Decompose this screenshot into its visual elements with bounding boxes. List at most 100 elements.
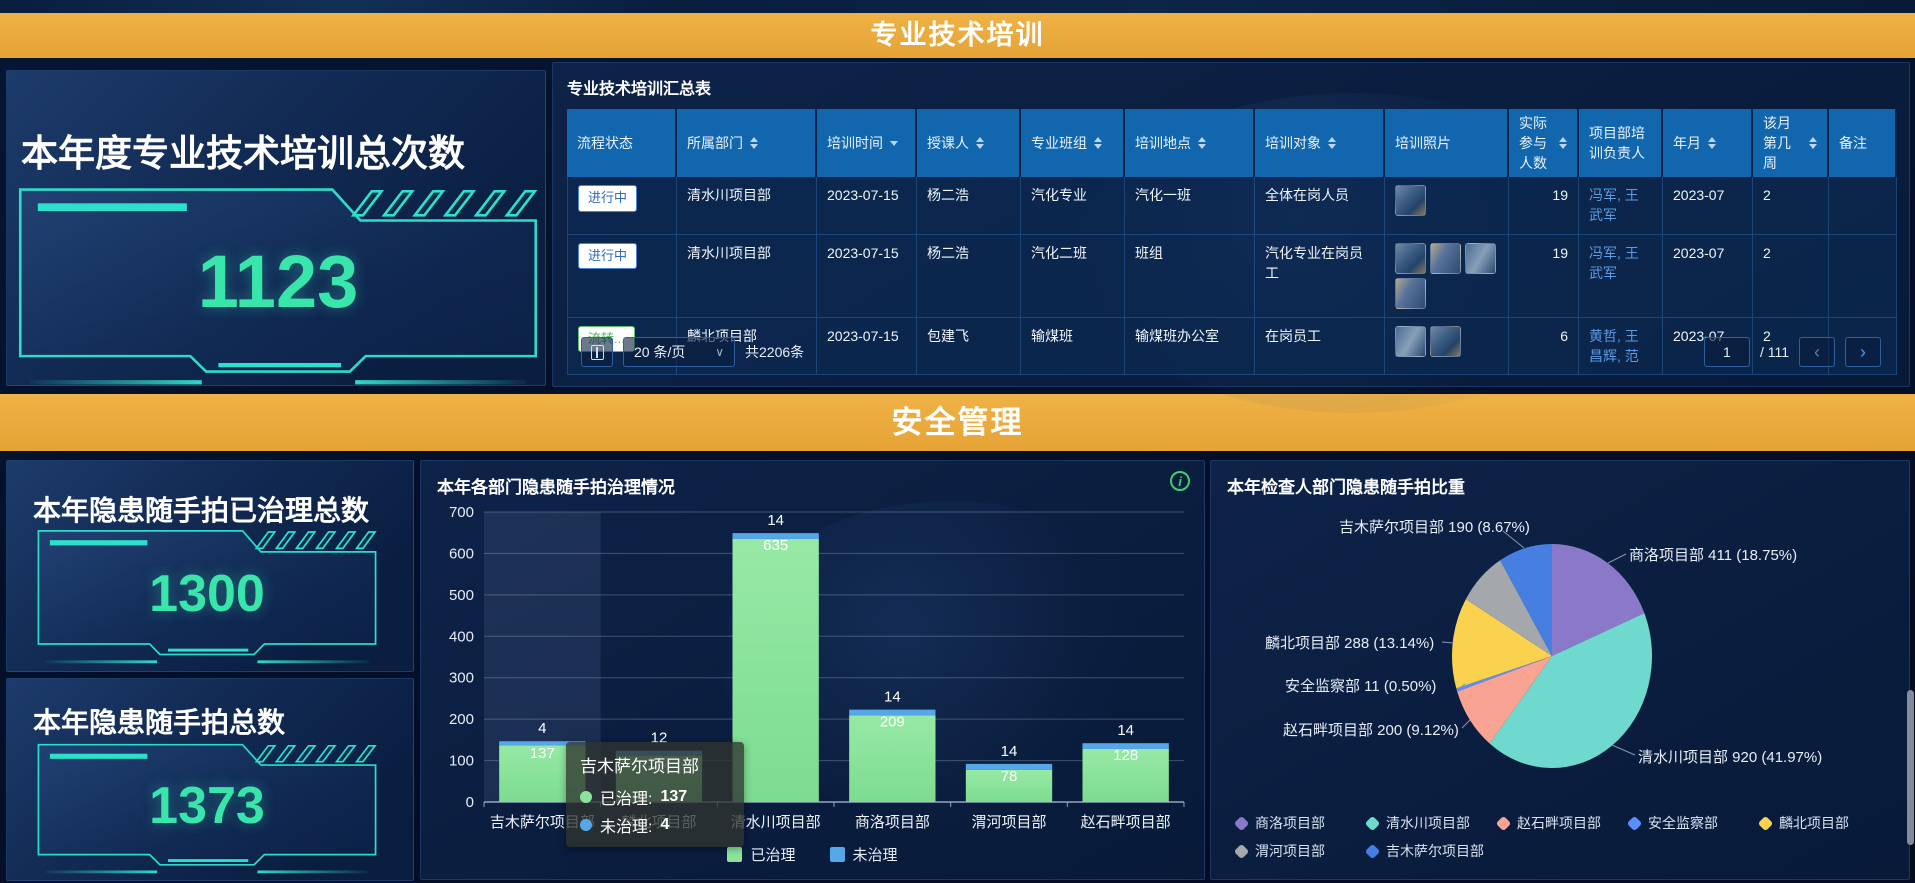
info-icon[interactable]: i [1170,471,1190,491]
bar-untreated[interactable] [965,763,1053,770]
table-row-cell: 2023-07-15 [817,234,917,318]
col-header-team[interactable]: 专业班组 [1021,109,1125,177]
stat-frame-decoration [37,743,377,874]
pie-slice[interactable] [1552,544,1645,656]
pie-label-leader-line [1441,641,1454,644]
page-size-select[interactable]: 20 条/页 ∨ [623,337,735,367]
training-photo-thumbnail[interactable] [1465,242,1496,274]
x-axis-category-label[interactable]: 商洛项目部 [855,814,930,831]
sort-icon[interactable] [750,137,758,149]
legend-item[interactable]: 渭河项目部 [1233,841,1367,861]
training-photo-thumbnail[interactable] [1395,242,1426,274]
pie-label-leader-line [1456,683,1466,691]
hazard-pie-chart-card: 本年检查人部门隐患随手拍比重 吉木萨尔项目部 190 (8.67%) 商洛项目部… [1210,460,1910,880]
x-axis-category-label[interactable]: 清水川项目部 [731,814,821,831]
y-axis-tick-label: 100 [449,753,474,770]
y-axis-tick-label: 300 [449,670,474,687]
legend-item[interactable]: 吉木萨尔项目部 [1364,841,1498,861]
tooltip-series-label: 未治理: [600,819,653,836]
x-axis-category-label[interactable]: 渭河项目部 [971,814,1046,831]
pie-label-leader-line [1611,744,1636,756]
hazard-total-frame: 1373 [35,739,379,875]
bar-untreated[interactable] [849,709,936,716]
table-row-cell [1829,234,1897,318]
hazard-pie-chart [1441,530,1652,768]
table-row-cell: 19 [1509,177,1579,235]
status-badge[interactable]: 进行中 [578,185,638,212]
sort-icon[interactable] [1809,137,1817,149]
training-total-frame: 1123 [15,181,541,387]
pie-label-leader-line [1607,553,1627,564]
training-photo-thumbnail[interactable] [1395,277,1426,309]
legend-item[interactable]: 安全监察部 [1626,813,1760,833]
tooltip-series-value: 137 [660,788,688,805]
scrollbar-thumb[interactable] [1907,690,1914,845]
pie-slice[interactable] [1452,599,1552,689]
sort-icon[interactable] [1708,137,1716,149]
current-page-input[interactable]: 1 [1703,337,1750,367]
training-photo-thumbnail[interactable] [1395,185,1426,216]
col-header-status[interactable]: 流程状态 [567,109,677,177]
table-row-cell: 进行中 [567,234,677,318]
sort-icon[interactable] [1198,137,1206,149]
legend-item-treated[interactable]: 已治理 [727,844,796,865]
legend-item[interactable]: 清水川项目部 [1364,813,1498,833]
col-header-participants[interactable]: 实际参与人数 [1509,109,1579,177]
sort-icon[interactable] [1559,137,1567,149]
x-axis-category-label[interactable]: 赵石畔项目部 [1081,814,1171,831]
col-header-month[interactable]: 年月 [1663,109,1753,177]
y-axis-tick-label: 600 [449,545,474,562]
bar-untreated[interactable] [1082,743,1169,749]
legend-item-untreated[interactable]: 未治理 [829,844,898,865]
hazard-total-value: 1373 [149,776,265,835]
training-photo-thumbnail[interactable] [1430,242,1461,274]
prev-page-button[interactable]: ‹ [1799,337,1835,367]
bar-untreated[interactable] [499,741,586,746]
legend-item[interactable]: 麟北项目部 [1757,813,1891,833]
col-header-week[interactable]: 该月第几周 [1753,109,1829,177]
sort-icon[interactable] [1328,137,1336,149]
col-header-photos[interactable]: 培训照片 [1385,109,1509,177]
table-row-cell: 班组 [1125,234,1255,318]
y-axis-tick-label: 700 [449,504,474,521]
training-photo-thumbnail[interactable] [1395,325,1426,357]
leader-links[interactable]: 冯军, 王武军 [1589,244,1639,281]
leader-links[interactable]: 冯军, 王武军 [1589,187,1639,224]
pie-slice[interactable] [1456,656,1552,692]
bar-treated[interactable] [732,538,819,802]
table-row-cell: 19 [1509,234,1579,318]
training-photo-thumbnail[interactable] [1430,325,1461,357]
bar-untreated[interactable] [732,533,819,539]
status-badge[interactable]: 进行中 [578,242,638,270]
legend-swatch-icon [1364,815,1381,831]
bar-value-label-untreated: 14 [884,689,901,706]
col-header-target[interactable]: 培训对象 [1255,109,1385,177]
col-header-place[interactable]: 培训地点 [1125,109,1255,177]
leader-links[interactable]: 黄哲, 王昌辉, 范 [1589,327,1639,364]
pie-slice[interactable] [1457,656,1552,744]
col-header-date[interactable]: 培训时间 [817,109,917,177]
table-row-cell: 2023-07 [1663,177,1753,235]
table-row-cell: 2023-07-15 [817,177,917,235]
sort-desc-icon[interactable] [890,140,898,146]
bar-treated[interactable] [849,715,936,802]
next-page-button[interactable]: › [1845,337,1881,367]
table-row-cell: 输煤班 [1021,317,1125,376]
bar-treated[interactable] [1082,748,1169,802]
table-row-cell: 杨二浩 [917,234,1021,318]
legend-item[interactable]: 赵石畔项目部 [1495,813,1629,833]
pie-slice[interactable] [1465,560,1552,656]
pie-slice[interactable] [1489,613,1652,768]
col-header-leaders[interactable]: 项目部培训负责人 [1579,109,1663,177]
col-header-teacher[interactable]: 授课人 [917,109,1021,177]
legend-item[interactable]: 商洛项目部 [1233,813,1367,833]
bar-treated[interactable] [965,769,1053,802]
table-row-cell: 清水川项目部 [677,234,817,318]
col-header-remark[interactable]: 备注 [1829,109,1897,177]
pie-slice[interactable] [1500,544,1552,656]
col-header-dept[interactable]: 所属部门 [677,109,817,177]
table-settings-button[interactable] [581,337,613,367]
sort-icon[interactable] [976,137,984,149]
sort-icon[interactable] [1094,137,1102,149]
page-scrollbar[interactable] [1906,455,1914,883]
